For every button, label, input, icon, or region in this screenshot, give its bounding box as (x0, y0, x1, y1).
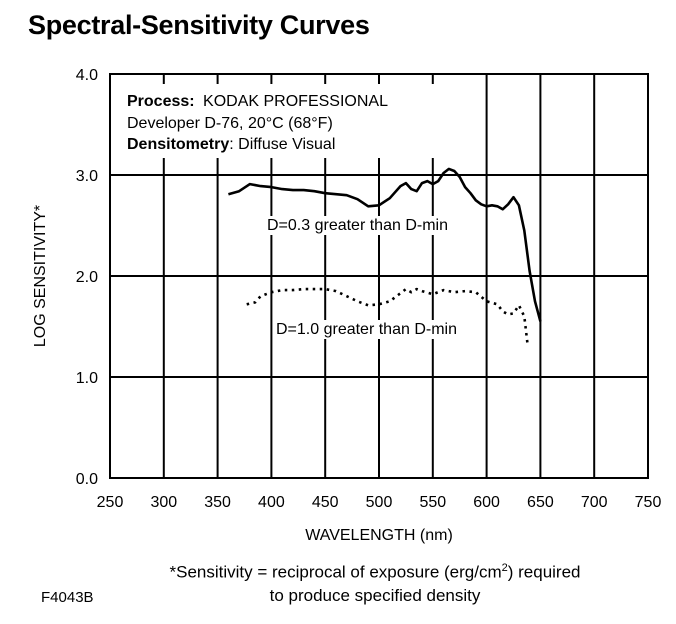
tick-labels: 250 300 350 400 450 500 550 600 650 700 750 0.0 1.0 2… (76, 67, 662, 511)
x-tick-label: 550 (419, 494, 446, 511)
x-tick-label: 600 (473, 494, 500, 511)
chart-title: Spectral-Sensitivity Curves (28, 10, 370, 40)
x-tick-label: 700 (581, 494, 608, 511)
x-axis-label: WAVELENGTH (nm) (305, 527, 453, 544)
footnote-line2: to produce specified density (269, 585, 481, 605)
info-densitometry-line: Densitometry: Diffuse Visual (127, 136, 335, 153)
series-label-background (273, 320, 460, 339)
footnote-text-before: *Sensitivity = reciprocal of exposure (e… (169, 562, 502, 582)
series-label-background (264, 216, 451, 235)
series-line-0 (228, 167, 542, 322)
y-axis-label: LOG SENSITIVITY* (32, 205, 49, 347)
y-tick-label: 3.0 (76, 168, 98, 185)
x-tick-label: 350 (204, 494, 231, 511)
info-densitometry-value: : Diffuse Visual (229, 136, 335, 153)
series-label-d10: D=1.0 greater than D-min (276, 321, 457, 338)
spectral-sensitivity-chart: 250 300 350 400 450 500 550 600 650 700 750 0.0 1.0 2… (32, 67, 662, 544)
x-tick-label: 300 (150, 494, 177, 511)
footnote: *Sensitivity = reciprocal of exposure (e… (80, 557, 670, 607)
y-tick-label: 0.0 (76, 471, 98, 488)
footnote-superscript: 2 (501, 562, 508, 574)
x-tick-label: 650 (527, 494, 554, 511)
figure-id: F4043B (41, 589, 94, 606)
y-tick-label: 1.0 (76, 370, 98, 387)
info-process-line: Process: KODAK PROFESSIONAL (127, 93, 388, 110)
x-tick-label: 750 (635, 494, 662, 511)
y-tick-label: 2.0 (76, 269, 98, 286)
series-layer (228, 167, 542, 344)
footnote-text-after: ) required (507, 562, 581, 582)
info-box-background (118, 84, 436, 158)
x-tick-label: 250 (97, 494, 124, 511)
x-tick-label: 500 (366, 494, 393, 511)
footnote-line1: *Sensitivity = reciprocal of exposure (e… (80, 557, 670, 584)
x-tick-label: 400 (258, 494, 285, 511)
info-process-value: KODAK PROFESSIONAL (203, 93, 388, 110)
x-tick-label: 450 (312, 494, 339, 511)
info-process-line2: Developer D-76, 20°C (68°F) (127, 115, 333, 132)
info-densitometry-label: Densitometry (127, 136, 229, 153)
series-label-d03: D=0.3 greater than D-min (267, 217, 448, 234)
plot-frame (109, 73, 649, 479)
info-process-label: Process: (127, 93, 195, 110)
y-tick-label: 4.0 (76, 67, 98, 84)
